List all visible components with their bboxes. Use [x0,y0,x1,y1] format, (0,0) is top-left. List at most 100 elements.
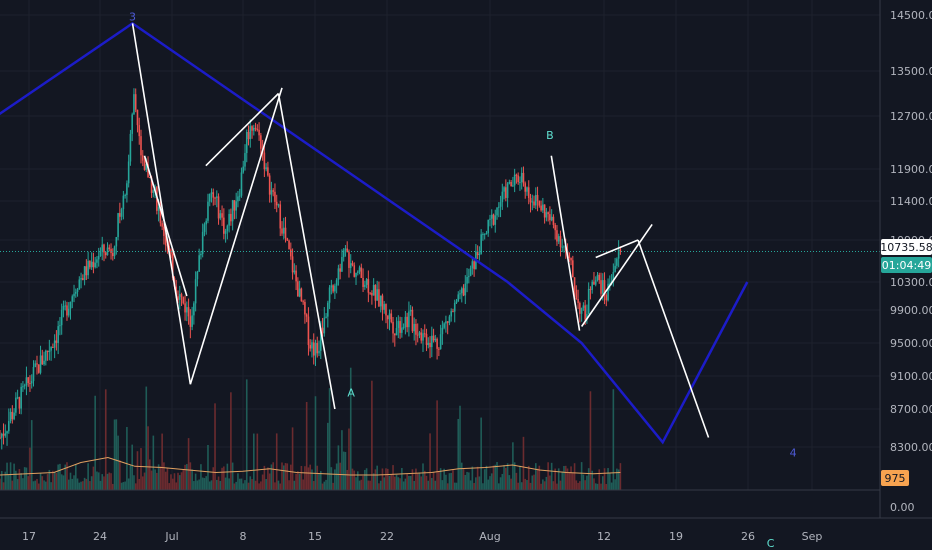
candle-body [513,174,516,186]
volume-bar [573,463,576,490]
candle-body [582,305,585,308]
candle-body [346,248,349,253]
candle-body [455,301,458,304]
candle-body [587,288,590,315]
candle-body [224,230,227,234]
pattern-line[interactable] [277,93,336,410]
candle-body [501,191,504,203]
candle-body [184,303,186,313]
volume-bar [182,469,185,490]
candle-body [413,323,415,332]
candle-body [74,291,77,294]
volume-bars [0,367,622,490]
pattern-line[interactable] [595,239,639,259]
candle-body [508,181,511,184]
candle-body [579,302,581,314]
pattern-drawings[interactable] [131,23,710,438]
candle-body [43,360,45,365]
candle-body [383,304,386,310]
candle-body [8,421,10,432]
volume-bar [601,476,604,490]
volume-bar [471,466,474,490]
elliott-wave-line[interactable] [0,21,749,445]
volume-bar [41,476,44,490]
candle-body [18,397,21,409]
volume-bar [609,473,611,490]
volume-bar [564,465,567,490]
candle-body [178,294,181,300]
volume-bar [431,477,433,490]
pattern-line[interactable] [580,223,653,327]
candle-body [399,321,401,333]
candle-body [431,335,433,348]
candle-body [401,327,403,333]
candle-body [82,278,84,281]
price-axis[interactable]: 14500.00 13500.00 12700.00 11900.00 11400.00… [890,9,932,454]
candle-body [233,200,236,211]
candle-body [614,265,616,272]
pattern-line[interactable] [550,155,581,331]
volume-bar [358,480,361,490]
volume-bar [235,481,237,490]
volume-bar [594,483,597,490]
candle-body [497,206,500,208]
candle-body [235,201,237,211]
candle-body [189,316,192,327]
candle-body [557,236,560,242]
candle-body [170,249,172,254]
volume-bar [224,477,227,490]
candle-body [186,307,188,313]
volume-bar [140,448,142,490]
candle-body [349,263,352,268]
candle-body [418,332,421,335]
pattern-line[interactable] [637,239,710,438]
volume-bar [55,473,58,490]
volume-bar [71,478,74,490]
volume-bar [619,463,622,490]
candle-body [32,366,35,382]
candle-body [272,190,274,192]
candle-body [103,244,105,253]
volume-bar [59,463,61,490]
volume-bar [159,466,162,490]
volume-bar [127,478,130,490]
volume-bar [381,468,384,490]
volume-bar [247,482,250,490]
candle-body [531,201,534,203]
pattern-line[interactable] [189,87,283,385]
pattern-line[interactable] [131,23,192,385]
volume-bar [439,468,442,490]
candle-body [542,204,544,211]
volume-bar [501,473,504,490]
volume-bar [342,451,345,490]
pattern-line[interactable] [205,92,280,167]
volume-bar [566,468,569,490]
volume-bar [402,481,405,490]
volume-bar [579,481,581,490]
volume-bar [494,464,497,490]
candle-body [126,183,128,195]
candle-body [0,433,3,438]
candle-body [355,272,357,277]
volume-bar [104,389,107,490]
volume-bar [527,465,530,490]
volume-bar [349,367,352,490]
candle-body [279,204,282,229]
volume-bar [512,442,514,490]
candle-body [420,332,423,341]
pattern-line[interactable] [143,155,188,297]
volume-bar [386,468,389,490]
candle-body [328,287,331,303]
volume-bar [8,474,10,490]
candle-body [408,311,410,328]
volume-bar [189,462,192,490]
volume-bar [475,477,477,490]
volume-bar [321,483,324,490]
time-axis[interactable]: 17 24 Jul 8 15 22 Aug 12 19 26 Sep [22,530,822,543]
volume-bar [423,470,426,490]
candle-body [353,265,356,277]
volume-bar [164,471,167,490]
candle-body [263,152,266,170]
volume-bar [568,472,571,490]
